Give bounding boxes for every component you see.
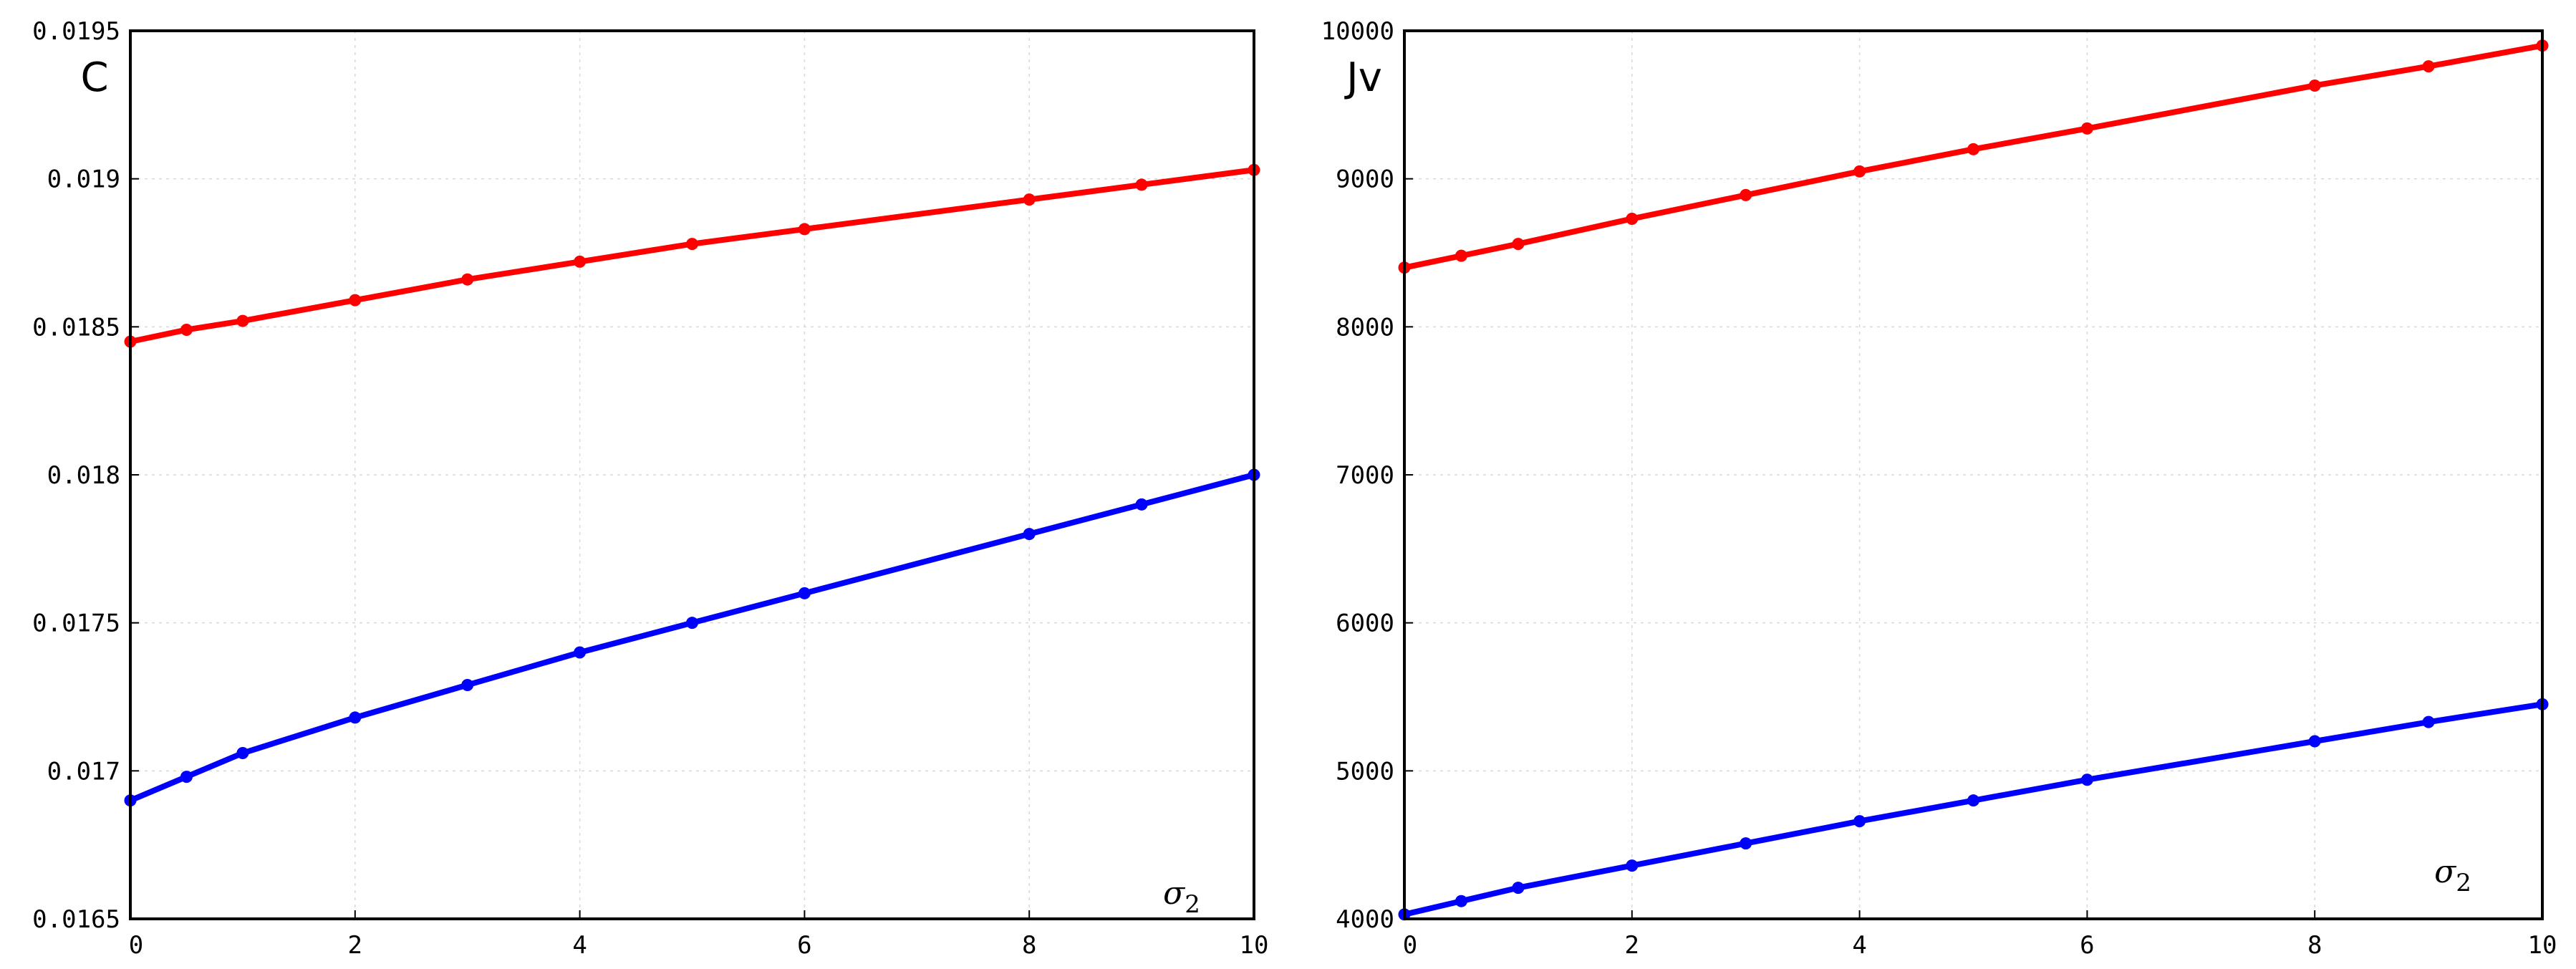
data-point-red	[180, 323, 193, 336]
x-tick-label: 4	[572, 931, 587, 960]
data-point-red	[2308, 79, 2321, 92]
series-line-blue	[127, 472, 1257, 804]
data-point-blue	[461, 678, 474, 691]
data-point-blue	[1740, 837, 1752, 850]
data-point-red	[574, 255, 587, 268]
data-point-blue	[1455, 895, 1467, 907]
data-point-red	[1740, 188, 1752, 201]
data-point-blue	[1967, 794, 1979, 807]
y-axis-label: Jv	[1344, 54, 1382, 101]
data-point-red	[349, 294, 362, 307]
y-tick-label: 8000	[1336, 313, 1394, 342]
y-axis-label: C	[80, 54, 108, 101]
x-tick-label: 6	[2080, 931, 2094, 960]
data-point-red	[2422, 60, 2435, 73]
y-tick-label: 4000	[1336, 905, 1394, 934]
y-tick-label: 7000	[1336, 461, 1394, 490]
data-point-red	[236, 314, 249, 327]
y-tick-label: 10000	[1321, 17, 1394, 46]
data-point-blue	[180, 771, 193, 784]
x-tick-label: 2	[348, 931, 362, 960]
y-tick-label: 0.019	[47, 165, 120, 194]
data-point-blue	[1626, 859, 1639, 872]
plot-frame	[129, 29, 1255, 920]
x-tick-label: 8	[1022, 931, 1036, 960]
data-point-blue	[686, 617, 698, 630]
data-point-red	[1455, 249, 1467, 262]
chart-panel-c: 0 2 4 6 8 10 0.0165 0.017 0.0175 0.018 0.0185 0.019…	[32, 17, 1268, 960]
x-axis-label-subscript: 2	[2456, 869, 2471, 897]
y-tick-label: 0.018	[47, 461, 120, 490]
data-point-blue	[349, 711, 362, 724]
data-point-blue	[2080, 773, 2093, 786]
data-point-blue	[236, 747, 249, 760]
data-point-blue	[1853, 815, 1866, 828]
data-point-red	[798, 223, 811, 236]
x-axis-label-subscript: 2	[1185, 890, 1200, 919]
data-point-blue	[1512, 882, 1525, 895]
x-axis-label: σ2	[1163, 875, 1200, 919]
data-point-red	[1023, 193, 1036, 206]
data-point-red	[461, 273, 474, 286]
y-tick-label: 9000	[1336, 165, 1394, 194]
data-point-blue	[2422, 715, 2435, 728]
data-point-blue	[1023, 528, 1036, 541]
series-line-red	[127, 167, 1257, 344]
y-tick-label: 0.0175	[32, 609, 120, 638]
data-point-red	[1512, 238, 1525, 251]
x-tick-label: 8	[2307, 931, 2322, 960]
x-tick-label: 2	[1625, 931, 1639, 960]
x-tick-label: 0	[1403, 931, 1417, 960]
data-point-red	[1853, 165, 1866, 178]
data-point-red	[2080, 122, 2093, 135]
y-tick-label: 0.017	[47, 757, 120, 786]
series-line-red	[1402, 42, 2545, 271]
y-tick-label: 5000	[1336, 757, 1394, 786]
data-point-red	[686, 238, 698, 251]
x-tick-label: 4	[1852, 931, 1866, 960]
x-tick-label: 0	[129, 931, 143, 960]
data-point-red	[1135, 178, 1148, 191]
data-point-blue	[1135, 498, 1148, 511]
data-point-blue	[2308, 735, 2321, 748]
data-point-blue	[574, 646, 587, 659]
data-point-blue	[798, 587, 811, 599]
y-tick-label: 0.0165	[32, 905, 120, 934]
data-point-red	[1626, 212, 1639, 225]
data-point-red	[1967, 143, 1979, 155]
series-line-blue	[1402, 701, 2545, 917]
x-axis-label: σ2	[2434, 854, 2471, 897]
x-axis-label-symbol: σ	[1163, 875, 1186, 912]
x-tick-label: 6	[797, 931, 811, 960]
x-tick-label: 10	[1240, 931, 1269, 960]
x-tick-label: 10	[2528, 931, 2557, 960]
plot-frame	[1403, 29, 2544, 920]
y-tick-label: 0.0195	[32, 17, 120, 46]
y-tick-label: 6000	[1336, 609, 1394, 638]
y-tick-label: 0.0185	[32, 313, 120, 342]
x-axis-label-symbol: σ	[2434, 854, 2457, 890]
